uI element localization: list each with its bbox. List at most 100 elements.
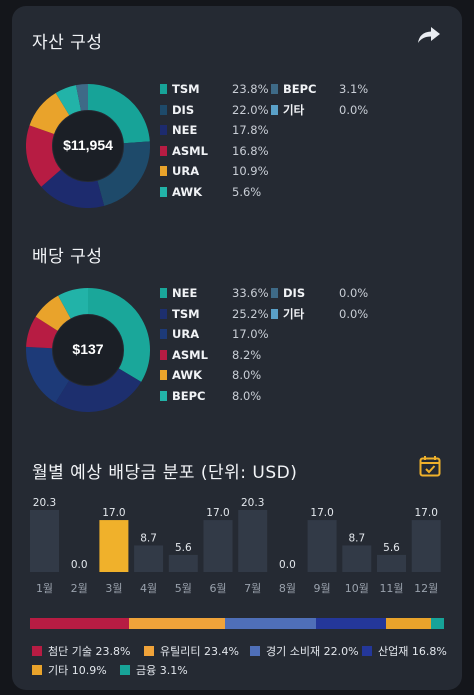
asset-donut-hole — [53, 111, 123, 181]
dividend-legend-name: NEE — [172, 286, 198, 300]
asset-slice-0 — [87, 84, 150, 144]
asset-donut-chart — [26, 84, 150, 208]
asset-slice-4 — [29, 93, 70, 135]
month-bar-10[interactable] — [342, 545, 372, 572]
dividend-slice-0 — [87, 288, 150, 382]
dividend-legend-name: ASML — [172, 347, 208, 362]
asset-legend-pct: 0.0% — [339, 102, 369, 117]
asset-legend-swatch — [160, 125, 167, 135]
dividend-legend-swatch — [160, 308, 167, 319]
portfolio-card: 자산 구성 $11,954 TSM 23.8% DIS 22.0% NEE 17.8% AS… — [12, 6, 462, 690]
month-tick-label: 7월 — [244, 582, 261, 595]
month-tick-label: 12월 — [414, 582, 438, 595]
asset-legend-pct: 17.8% — [232, 123, 269, 137]
dividend-legend-pct: 0.0% — [339, 286, 369, 300]
dividend-legend-pct: 8.0% — [232, 388, 262, 403]
month-bar-6[interactable] — [203, 520, 233, 572]
month-tick-label: 3월 — [105, 582, 122, 595]
month-bar-value-label: 20.3 — [33, 497, 56, 509]
dividend-slice-4 — [35, 295, 72, 332]
asset-legend-swatch — [160, 84, 167, 94]
month-bar-value-label: 20.3 — [241, 497, 264, 509]
month-bar-3[interactable] — [99, 520, 129, 572]
month-tick-label: 9월 — [314, 582, 331, 595]
month-bar-7[interactable] — [238, 510, 268, 572]
dividend-legend-name: URA — [172, 327, 200, 341]
asset-composition-title: 자산 구성 — [32, 33, 103, 53]
asset-legend-item: NEE 17.8% — [160, 121, 269, 139]
dividend-legend-item: ASML 8.2% — [160, 346, 261, 364]
dividend-donut-hole — [53, 315, 123, 385]
sector-legend-pct: 16.8% — [411, 644, 447, 658]
month-tick-label: 2월 — [71, 582, 88, 595]
sector-segment-5 — [431, 618, 444, 629]
asset-legend-swatch — [160, 166, 167, 176]
sector-legend-name: 금융 — [136, 664, 157, 677]
month-bar-1[interactable] — [30, 510, 59, 572]
dividend-legend-swatch — [160, 370, 167, 380]
month-bar-4[interactable] — [134, 545, 164, 572]
asset-legend-name: BEPC — [283, 82, 317, 96]
asset-legend-name: ASML — [172, 143, 208, 158]
sector-legend-pct: 23.4% — [203, 644, 239, 658]
dividend-legend-item: URA 17.0% — [160, 325, 269, 343]
asset-legend-pct: 23.8% — [232, 82, 269, 96]
dividend-legend-item: AWK 8.0% — [160, 366, 261, 384]
month-bar-value-label: 17.0 — [415, 507, 438, 519]
sector-legend-swatch — [250, 646, 260, 656]
dividend-composition-title: 배당 구성 — [32, 247, 103, 267]
dividend-legend-pct: 8.0% — [232, 368, 262, 382]
month-bar-value-label: 8.7 — [140, 532, 157, 544]
dividend-slice-2 — [26, 346, 70, 403]
month-bar-9[interactable] — [307, 520, 337, 572]
sector-legend-swatch — [144, 646, 154, 656]
asset-legend-item: ASML 16.8% — [160, 142, 269, 160]
asset-legend-pct: 3.1% — [339, 82, 369, 96]
asset-legend-item: 기타 0.0% — [271, 101, 368, 119]
month-bar-11[interactable] — [377, 554, 406, 572]
sector-legend-item: 유틸리티 23.4% — [144, 643, 239, 659]
dividend-legend-item: DIS 0.0% — [271, 284, 368, 302]
sector-legend-item: 첨단 기술 23.8% — [32, 643, 130, 659]
month-bar-value-label: 8.7 — [348, 532, 365, 544]
dividend-donut-chart — [26, 288, 150, 412]
sector-legend-swatch — [362, 646, 372, 656]
month-bar-value-label: 0.0 — [279, 559, 296, 571]
month-bar-5[interactable] — [168, 554, 198, 572]
dividend-legend-swatch — [271, 308, 278, 319]
dividend-legend-pct: 0.0% — [339, 306, 369, 321]
dividend-legend-name: DIS — [283, 286, 306, 300]
dividend-legend-swatch — [271, 288, 278, 298]
asset-legend-item: URA 10.9% — [160, 162, 269, 180]
sector-legend-name: 산업재 — [378, 645, 409, 658]
month-tick-label: 1월 — [36, 582, 53, 595]
asset-legend-swatch — [271, 104, 278, 115]
sector-legend-item: 경기 소비재 22.0% — [250, 643, 359, 659]
dividend-legend-name: 기타 — [283, 306, 305, 321]
asset-legend-pct: 10.9% — [232, 164, 269, 178]
share-icon[interactable] — [416, 24, 442, 46]
dividend-legend-name: BEPC — [172, 388, 206, 403]
asset-legend-swatch — [271, 84, 278, 94]
month-tick-label: 4월 — [140, 582, 157, 595]
asset-total: $11,954 — [63, 137, 113, 153]
asset-legend-item: BEPC 3.1% — [271, 80, 368, 98]
month-bar-12[interactable] — [411, 520, 441, 572]
month-tick-label: 8월 — [279, 582, 296, 595]
asset-legend-name: DIS — [172, 102, 195, 117]
dividend-slice-3 — [26, 316, 58, 349]
asset-legend-name: NEE — [172, 123, 198, 137]
sector-legend-swatch — [32, 665, 42, 675]
sector-segment-3 — [316, 618, 387, 629]
dividend-legend-item: 기타 0.0% — [271, 305, 368, 323]
month-bar-value-label: 5.6 — [175, 542, 192, 554]
month-tick-label: 11월 — [379, 582, 403, 595]
asset-slice-5 — [55, 85, 82, 116]
asset-legend-name: URA — [172, 164, 200, 178]
calendar-check-icon[interactable] — [418, 454, 442, 478]
asset-legend-swatch — [160, 186, 167, 197]
monthly-dividend-title: 월별 예상 배당금 분포 (단위: USD) — [32, 463, 298, 483]
month-bar-value-label: 17.0 — [310, 507, 333, 519]
sector-legend-swatch — [120, 665, 130, 675]
month-bar-value-label: 17.0 — [102, 507, 125, 519]
